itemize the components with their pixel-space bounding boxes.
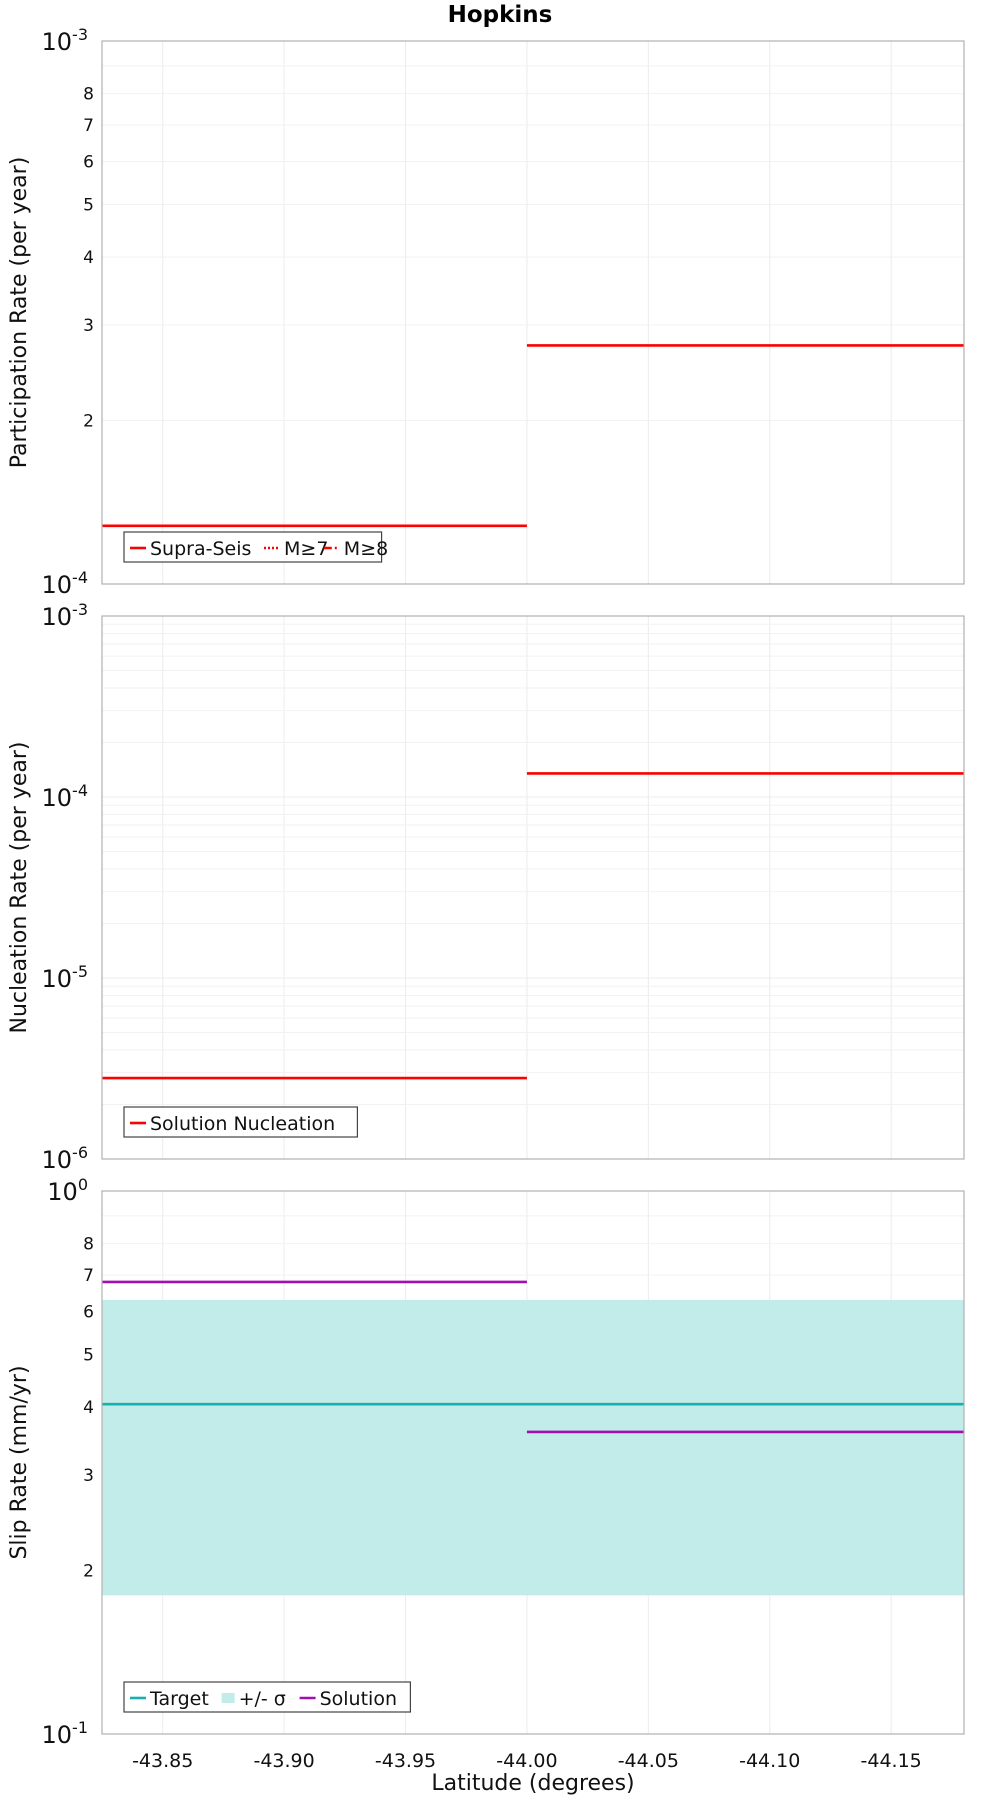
legend: Supra-Seis M≥7 M≥8 (123, 531, 388, 563)
y-tick-label: 4 (83, 1398, 94, 1418)
plot-frame (101, 615, 965, 1160)
x-tick-label: -43.85 (132, 1750, 193, 1772)
y-decade-label-top: 100 (47, 1175, 88, 1206)
y-decade-label-top: 10-3 (42, 25, 89, 56)
x-tick-label: -44.05 (618, 1750, 679, 1772)
y-tick-label: 6 (83, 152, 94, 172)
y-tick-label: 4 (83, 248, 94, 268)
y-tick-label: 2 (83, 412, 94, 432)
legend-box (123, 1106, 358, 1138)
y-axis-label: Slip Rate (mm/yr) (7, 1365, 32, 1559)
plot-frame (101, 1190, 965, 1735)
y-axis-label: Nucleation Rate (per year) (7, 742, 32, 1034)
y-decade-label: 10-5 (42, 962, 89, 993)
y-decade-label: 10-6 (42, 1143, 89, 1174)
y-tick-label: 3 (83, 316, 94, 336)
legend-entry: Solution Nucleation (150, 1113, 335, 1135)
panel-2: 10-6 10-5 10-4 10-3 Nucleation Rate (per yea… (7, 600, 965, 1174)
y-decade-label-bottom: 10-4 (42, 568, 89, 599)
y-tick-label: 8 (83, 85, 94, 105)
panel-3: 8 7 6 5 4 3 2 10-1 100 Slip Rate (mm/yr) -43.85 -43… (7, 1175, 965, 1772)
legend-entry: Solution (320, 1688, 397, 1710)
x-tick-label: -44.00 (496, 1750, 557, 1772)
plot-frame (101, 40, 965, 585)
x-tick-label: -44.15 (861, 1750, 922, 1772)
legend-entry: Target (149, 1688, 209, 1710)
x-axis-label: Latitude (degrees) (431, 1771, 634, 1796)
y-decade-label: 10-3 (42, 600, 89, 631)
y-tick-label: 7 (83, 1266, 94, 1286)
y-axis-label: Participation Rate (per year) (7, 157, 32, 469)
legend-entry: +/- σ (239, 1688, 286, 1710)
y-tick-label: 7 (83, 116, 94, 136)
legend: Target +/- σ Solution (123, 1681, 411, 1713)
y-tick-label: 2 (83, 1562, 94, 1582)
legend-entry: M≥8 (344, 538, 388, 560)
x-tick-label: -44.10 (739, 1750, 800, 1772)
legend-box (123, 1681, 411, 1713)
x-tick-label: -43.95 (375, 1750, 436, 1772)
legend: Solution Nucleation (123, 1106, 358, 1138)
legend-box (123, 531, 383, 563)
legend-entry: Supra-Seis (150, 538, 251, 560)
y-tick-label: 5 (83, 195, 94, 215)
y-tick-label: 3 (83, 1466, 94, 1486)
y-tick-label: 6 (83, 1302, 94, 1322)
y-decade-label: 10-4 (42, 781, 89, 812)
y-tick-label: 5 (83, 1345, 94, 1365)
y-decade-label-bottom: 10-1 (42, 1718, 89, 1749)
sigma-band (102, 1299, 964, 1596)
legend-swatch (221, 1693, 235, 1703)
x-tick-label: -43.90 (253, 1750, 314, 1772)
chart-title: Hopkins (448, 2, 553, 28)
y-tick-label: 8 (83, 1235, 94, 1255)
legend-entry: M≥7 (284, 538, 328, 560)
panel-1: 8 7 6 5 4 3 2 10-4 10-3 Participation Rate (per y… (7, 25, 965, 599)
